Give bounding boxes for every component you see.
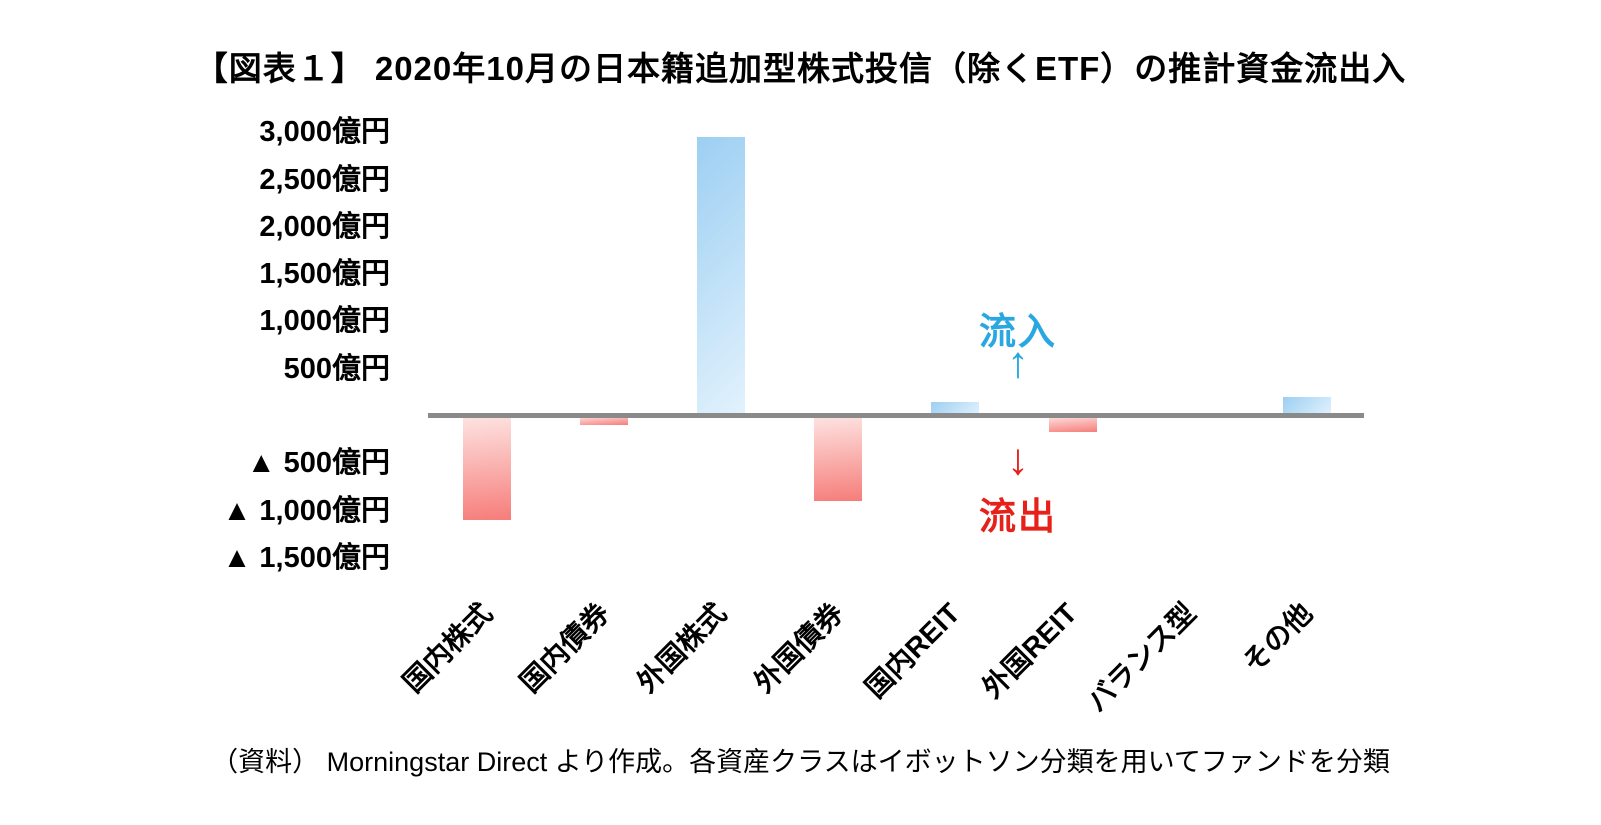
- outflow-annotation-label: 流出: [979, 496, 1057, 537]
- y-axis-tick-label: 2,500億円: [259, 164, 390, 196]
- chart-bar: [1283, 397, 1331, 416]
- y-axis-tick-label: 3,000億円: [259, 116, 390, 148]
- x-axis-category-label: バランス型: [1080, 597, 1202, 718]
- inflow-arrow-icon: ↑: [1007, 338, 1029, 387]
- y-axis-tick-label: 1,500億円: [259, 258, 390, 290]
- x-axis-category-label: 国内株式: [397, 597, 499, 699]
- y-axis-tick-label: 2,000億円: [259, 211, 390, 243]
- chart-bar: [931, 402, 979, 416]
- x-axis-category-label: 外国株式: [631, 597, 733, 699]
- y-axis-tick-label: ▲ 1,000億円: [222, 495, 390, 527]
- y-axis-tick-label: 1,000億円: [259, 305, 390, 337]
- inflow-annotation-label: 流入: [979, 311, 1057, 352]
- chart-bar: [697, 137, 745, 416]
- figure-title: 【図表１】 2020年10月の日本籍追加型株式投信（除くETF）の推計資金流出入: [194, 50, 1407, 87]
- x-axis-category-label: 外国REIT: [976, 597, 1084, 704]
- source-note: （資料） Morningstar Direct より作成。各資産クラスはイボット…: [211, 747, 1390, 777]
- y-axis-tick-label: ▲ 1,500億円: [222, 542, 390, 574]
- x-axis-category-label: 外国債券: [748, 597, 850, 699]
- chart-bar: [463, 416, 511, 520]
- x-axis-category-label: その他: [1236, 597, 1319, 679]
- chart-bar: [814, 416, 862, 501]
- y-axis-tick-label: 500億円: [283, 353, 390, 385]
- chart-bar: [580, 416, 628, 425]
- x-axis-category-label: 国内REIT: [859, 597, 967, 704]
- x-axis-category-label: 国内債券: [514, 597, 616, 699]
- chart-bar: [1049, 416, 1097, 432]
- outflow-arrow-icon: ↓: [1007, 435, 1029, 484]
- y-axis-tick-label: ▲ 500億円: [246, 447, 390, 479]
- zero-axis-line: [428, 413, 1364, 418]
